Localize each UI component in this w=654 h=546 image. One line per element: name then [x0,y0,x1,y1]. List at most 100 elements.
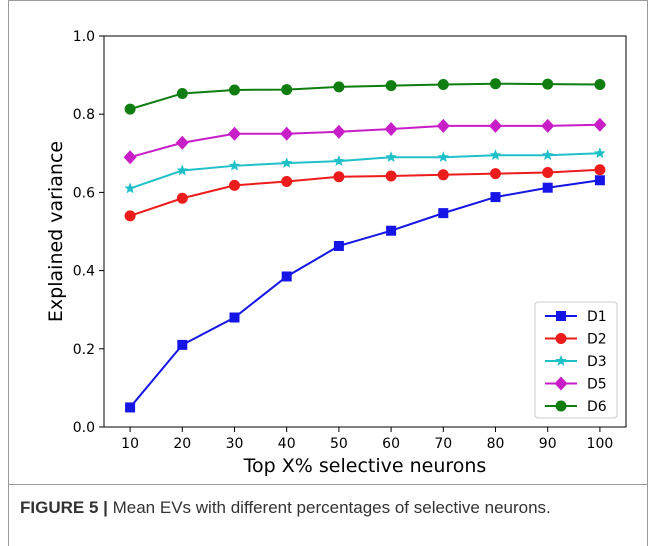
data-point [594,78,606,90]
figure-frame [8,0,648,546]
legend-marker [556,311,566,321]
x-tick-label: 80 [487,436,505,452]
data-point [228,126,241,141]
y-tick-label: 0.2 [73,342,95,358]
data-point [437,78,449,90]
data-point [490,168,501,180]
data-point [386,225,397,236]
x-tick-label: 20 [173,436,191,452]
data-point [541,118,555,133]
data-point [281,84,293,96]
data-point [594,164,606,176]
data-point [176,164,189,176]
data-point [542,166,554,178]
legend-item-d1: D1 [545,309,607,325]
data-point [385,80,397,92]
caption-text: Mean EVs with different percentages of s… [107,498,551,517]
data-point [333,155,345,166]
legend-marker [555,333,567,344]
legend-item-d6: D6 [545,399,607,415]
data-point [176,87,188,99]
data-point [542,182,553,193]
legend-item-d2: D2 [545,332,607,348]
data-point [333,240,344,251]
series-line [129,152,600,190]
series-d3 [124,147,606,194]
data-point [385,151,397,163]
data-point [124,210,136,222]
data-point [385,170,397,182]
data-point [175,135,189,150]
y-tick-label: 0.0 [73,420,95,436]
data-point [490,192,501,203]
data-point [229,84,240,96]
data-point [177,339,188,350]
data-point [281,271,292,282]
series-d1 [125,175,605,413]
figure-caption: FIGURE 5 | Mean EVs with different perce… [20,498,551,518]
data-point [438,208,449,219]
data-point [436,118,450,133]
data-point [333,81,345,93]
data-point [176,192,188,204]
series-line [129,123,600,159]
series-d6 [124,78,606,115]
series-d2 [124,164,606,222]
legend-label: D5 [587,377,607,393]
legend-item-d5: D5 [545,376,607,393]
data-point [593,117,607,132]
data-point [437,151,450,163]
data-point [542,78,554,90]
data-point [332,124,346,139]
y-tick-label: 1.0 [73,29,95,45]
x-tick-label: 40 [278,436,296,452]
data-point [280,126,294,141]
legend: D1 D2 D3 D5 D6 [534,301,618,419]
legend-label: D6 [587,399,607,415]
legend-label: D2 [587,332,607,348]
x-tick-label: 30 [226,436,244,452]
x-axis-label: Top X% selective neurons [243,455,487,477]
legend-label: D3 [587,354,607,370]
y-tick-label: 0.6 [73,185,95,201]
data-point [280,157,293,168]
x-tick-label: 90 [539,436,557,452]
data-point [489,149,502,161]
caption-divider [8,484,648,485]
data-point [123,150,137,165]
data-point [281,175,293,187]
legend-marker [555,355,567,366]
data-point [125,402,136,413]
y-axis-label: Explained variance [45,141,67,322]
data-point [228,159,241,171]
x-tick-label: 10 [121,436,139,452]
legend-marker [555,400,567,412]
y-tick-label: 0.8 [73,107,95,123]
data-point [437,169,449,181]
legend-item-d3: D3 [545,354,607,370]
series-d5 [123,117,607,165]
data-point [489,118,502,133]
series-line [129,168,600,217]
data-point [229,312,240,323]
x-tick-label: 100 [587,436,614,452]
data-point [333,171,345,183]
legend-label: D1 [587,309,607,325]
data-point [124,103,136,115]
legend-marker [554,376,568,391]
x-tick-label: 60 [382,436,400,452]
series-line [129,179,601,409]
y-tick-label: 0.4 [73,264,95,280]
data-point [594,175,605,186]
data-point [229,179,240,191]
axes-frame [103,35,627,428]
data-point [541,149,554,161]
x-tick-label: 70 [434,436,452,452]
data-point [490,78,501,90]
data-point [384,122,398,137]
line-chart: 0.0 0.2 0.4 0.6 0.8 1.0 10 20 30 40 50 60 70 80 90 100 T… [45,29,627,477]
data-point [594,147,606,159]
x-tick-label: 50 [330,436,348,452]
plot-area: 0.0 0.2 0.4 0.6 0.8 1.0 10 20 30 40 50 60 70 80 90 100 T… [45,29,627,477]
data-point [124,182,136,194]
